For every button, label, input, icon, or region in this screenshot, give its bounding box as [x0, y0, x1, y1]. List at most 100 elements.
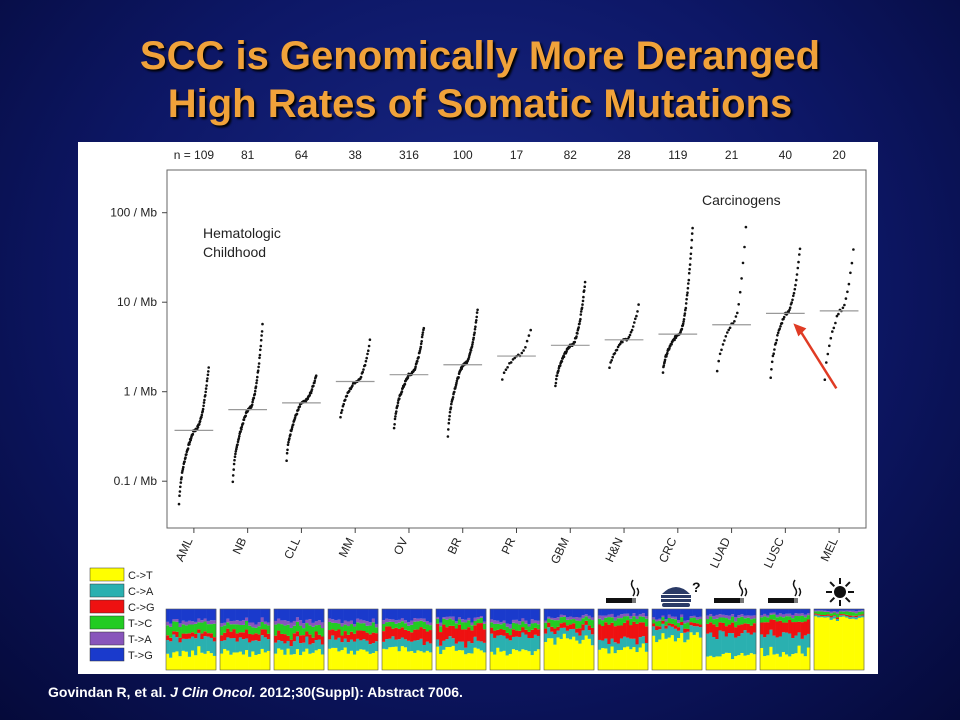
spectrum-bar-segment: [857, 615, 862, 618]
data-point: [469, 349, 473, 352]
spectrum-bar-segment: [848, 611, 852, 616]
spectrum-bar-segment: [476, 609, 481, 617]
data-point: [828, 344, 831, 348]
spectrum-bar-segment: [191, 624, 195, 633]
data-point: [447, 418, 451, 421]
spectrum-bar-segment: [835, 619, 840, 621]
data-point: [406, 376, 410, 379]
spectrum-bar-segment: [302, 642, 306, 652]
legend-label: T->G: [128, 650, 153, 662]
spectrum-bar-segment: [439, 653, 443, 670]
spectrum-bar-segment: [601, 648, 605, 670]
data-point: [715, 369, 719, 373]
data-point: [843, 303, 846, 307]
spectrum-bar-segment: [584, 616, 589, 621]
spectrum-bar-segment: [556, 617, 560, 621]
spectrum-bar-segment: [235, 609, 240, 621]
spectrum-bar-segment: [220, 640, 224, 654]
spectrum-bar-segment: [715, 614, 719, 619]
spectrum-bar-segment: [635, 623, 639, 645]
scatter-series-mm: [339, 338, 372, 419]
data-point: [198, 422, 201, 426]
spectrum-bar-segment: [778, 636, 783, 657]
spectrum-bar-segment: [362, 609, 366, 621]
spectrum-bar-segment: [235, 633, 240, 642]
spectrum-bar-segment: [619, 625, 624, 639]
spectrum-bar-segment: [692, 622, 697, 627]
spectrum-bar-segment: [245, 620, 249, 630]
spectrum-bar-segment: [175, 637, 179, 652]
spectrum-bar-segment: [569, 609, 573, 617]
spectrum-bar-segment: [191, 621, 195, 625]
spectrum-bar-segment: [419, 609, 423, 619]
n-count-label: 40: [779, 148, 793, 162]
spectrum-bar-segment: [572, 617, 576, 620]
scatter-series-crc: [661, 226, 694, 374]
spectrum-bar-segment: [746, 617, 751, 624]
spectrum-bar-segment: [766, 617, 770, 623]
spectrum-bar-segment: [403, 639, 408, 648]
spectrum-bar-segment: [302, 628, 306, 636]
spectrum-bar-segment: [467, 609, 471, 618]
spectrum-bar-segment: [829, 611, 834, 614]
spectrum-bar-segment: [416, 650, 420, 670]
spectrum-bar-segment: [212, 655, 217, 670]
spectrum-bar-segment: [547, 618, 551, 623]
spectrum-bar-segment: [527, 609, 531, 625]
spectrum-bar-segment: [686, 628, 690, 632]
spectrum-bar-segment: [553, 618, 557, 621]
spectrum-bar-segment: [797, 609, 801, 614]
spectrum-bar-segment: [626, 637, 630, 647]
spectrum-bar-segment: [695, 623, 700, 627]
citation-suffix: 2012;30(Suppl): Abstract 7006.: [255, 684, 463, 700]
spectrum-bar-segment: [505, 626, 510, 633]
spectrum-bar-segment: [823, 609, 827, 611]
spectrum-bar-segment: [797, 645, 801, 670]
data-point: [421, 333, 424, 337]
spectrum-bar-segment: [778, 613, 783, 617]
spectrum-bar-segment: [197, 632, 201, 647]
data-point: [420, 340, 424, 343]
spectrum-bar-segment: [823, 615, 827, 617]
data-point: [580, 306, 584, 310]
spectrum-bar-segment: [590, 634, 595, 646]
spectrum-bar-segment: [314, 625, 319, 632]
data-point: [609, 361, 612, 364]
spectrum-bar-segment: [814, 609, 818, 611]
spectrum-bar-segment: [263, 609, 268, 622]
data-point: [690, 246, 693, 249]
spectrum-bar-segment: [721, 617, 726, 623]
data-point: [471, 341, 475, 344]
spectrum-bar-segment: [590, 620, 595, 628]
spectrum-bar-segment: [766, 615, 770, 618]
spectrum-bar-segment: [286, 609, 290, 622]
spectrum-bar-segment: [457, 650, 462, 670]
spectrum-bar-segment: [274, 609, 278, 621]
spectrum-bar-segment: [752, 618, 757, 624]
spectrum-bar-segment: [536, 609, 541, 621]
spectrum-bar-segment: [655, 621, 659, 627]
data-point: [726, 331, 729, 334]
spectrum-bar-segment: [769, 612, 773, 615]
spectrum-bar-segment: [436, 609, 440, 617]
spectrum-bar-segment: [829, 609, 834, 612]
spectrum-bar-segment: [442, 649, 446, 670]
data-point: [774, 341, 778, 345]
spectrum-frame: [273, 608, 325, 671]
spectrum-bar-segment: [706, 633, 710, 657]
data-point: [562, 355, 566, 359]
spectrum-bar-segment: [511, 649, 516, 670]
spectrum-bar-segment: [842, 616, 846, 670]
data-point: [778, 327, 781, 331]
spectrum-bar-segment: [857, 615, 862, 616]
spectrum-bar-segment: [187, 609, 192, 621]
data-point: [826, 352, 830, 356]
spectrum-bar-segment: [254, 633, 258, 641]
spectrum-bar-segment: [334, 647, 338, 670]
data-point: [254, 385, 258, 388]
spectrum-bar-segment: [769, 629, 773, 647]
data-point: [394, 415, 397, 418]
x-tick-label: LUSC: [761, 535, 787, 570]
spectrum-bar-segment: [623, 616, 627, 623]
spectrum-bar-segment: [289, 646, 294, 655]
